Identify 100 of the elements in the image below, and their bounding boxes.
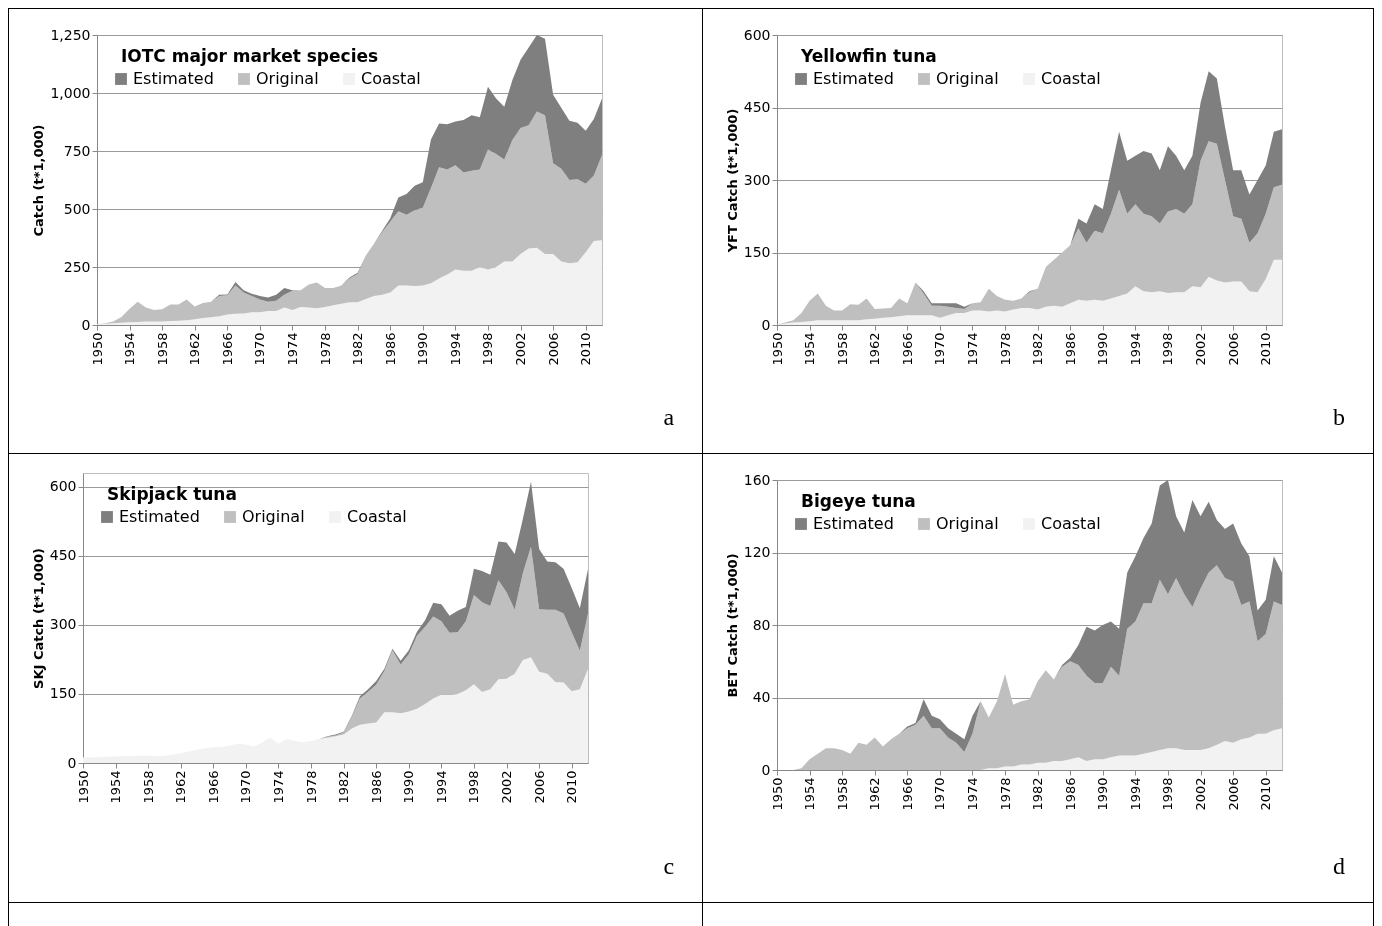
y-axis-title: YFT Catch (t*1,000) [725,108,741,254]
x-tick-label: 1982 [350,332,366,366]
x-tick-label: 1970 [932,777,948,811]
x-tick-label: 1954 [802,332,818,366]
x-tick-label: 2010 [1258,332,1274,366]
y-tick-label: 250 [63,258,91,275]
x-tick-label: 1990 [1095,777,1111,811]
x-tick-label: 1990 [1095,332,1111,366]
x-tick-label: 1994 [447,332,463,366]
x-tick-label: 1950 [75,770,91,804]
legend-label: Original [936,514,999,533]
x-tick-label: 1954 [802,777,818,811]
x-tick-label: 2002 [513,332,529,366]
x-tick-label: 2010 [564,770,580,804]
y-tick-label: 40 [752,689,771,705]
x-tick-label: 1978 [997,332,1013,366]
x-tick-label: 1974 [965,332,981,366]
x-tick-label: 1974 [270,770,286,804]
x-tick-label: 2006 [1225,332,1241,366]
x-tick-label: 1990 [415,332,431,366]
x-tick-label: 2002 [1193,332,1209,366]
x-tick-label: 2010 [1258,777,1274,811]
x-tick-label: 1958 [834,777,850,811]
x-tick-label: 1950 [769,777,785,811]
text: d [1333,853,1345,880]
x-tick-label: 1986 [1062,332,1078,366]
x-tick-label: 1998 [480,332,496,366]
x-tick-label: 1990 [401,770,417,804]
y-tick-label: 600 [744,26,771,43]
x-tick-label: 1998 [466,770,482,804]
x-tick-label: 2010 [578,332,594,366]
y-axis-title: SKJ Catch (t*1,000) [30,548,46,689]
x-tick-label: 1994 [1128,777,1144,811]
y-tick-label: 750 [63,142,91,159]
y-tick-label: 450 [49,547,77,564]
y-tick-label: 1,250 [50,26,91,43]
y-axis-title: BET Catch (t*1,000) [725,553,741,698]
x-tick-label: 1986 [368,770,384,804]
legend-label: Coastal [347,507,407,526]
text: Skipjack tuna [107,484,237,504]
x-tick-label: 1978 [303,770,319,804]
x-tick-label: 1970 [238,770,254,804]
legend-label: Original [936,69,999,88]
text: Yellowfin tuna [800,46,937,66]
y-tick-label: 0 [81,316,91,333]
text: a [663,404,675,431]
text: b [1333,404,1345,431]
x-tick-label: 1970 [932,332,948,366]
x-tick-label: 1950 [769,332,785,366]
x-tick-label: 1950 [89,332,105,366]
y-tick-label: 300 [49,616,77,633]
legend-label: Estimated [813,69,895,88]
y-tick-label: 80 [752,616,771,633]
x-tick-label: 1982 [1030,332,1046,366]
legend-label: Coastal [1041,69,1101,88]
x-tick-label: 2006 [545,332,561,366]
y-tick-label: 120 [744,544,771,560]
x-tick-label: 1966 [205,770,221,804]
x-tick-label: 1978 [997,777,1013,811]
x-tick-label: 2006 [531,770,547,804]
x-tick-label: 1974 [965,777,981,811]
x-tick-label: 1962 [867,332,883,366]
y-tick-label: 150 [49,685,77,702]
x-tick-label: 1958 [154,332,170,366]
x-tick-label: 1982 [1030,777,1046,811]
legend-label: Coastal [361,69,421,88]
legend-label: Original [256,69,319,88]
x-tick-label: 1954 [122,332,138,366]
y-tick-label: 1,000 [50,84,91,101]
x-tick-label: 1966 [219,332,235,366]
x-tick-label: 1978 [317,332,333,366]
x-tick-label: 1962 [187,332,203,366]
text: IOTC major market species [121,46,379,66]
legend-label: Estimated [133,69,214,88]
text: Bigeye tuna [801,491,917,511]
x-tick-label: 1994 [433,770,449,804]
y-tick-label: 160 [744,471,771,488]
x-tick-label: 1982 [336,770,352,804]
x-tick-label: 1962 [867,777,883,811]
y-tick-label: 0 [67,754,77,771]
x-tick-label: 1970 [252,332,268,366]
y-tick-label: 0 [761,316,771,333]
x-tick-label: 1998 [1160,777,1176,811]
x-tick-label: 2002 [1193,777,1209,811]
y-tick-label: 150 [744,244,771,260]
x-tick-label: 1974 [284,332,300,366]
x-tick-label: 1994 [1128,332,1144,366]
legend-label: Original [242,507,305,526]
y-tick-label: 450 [744,99,771,115]
x-tick-label: 1962 [173,770,189,804]
y-axis-title: Catch (t*1,000) [31,124,47,237]
legend-label: Estimated [813,514,895,533]
legend-label: Coastal [1041,514,1101,533]
legend-label: Estimated [119,507,200,526]
y-tick-label: 500 [63,200,91,217]
x-tick-label: 2006 [1225,777,1241,811]
text: c [663,853,675,880]
y-tick-label: 300 [744,171,771,188]
x-tick-label: 1966 [900,777,916,811]
x-tick-label: 2002 [499,770,515,804]
